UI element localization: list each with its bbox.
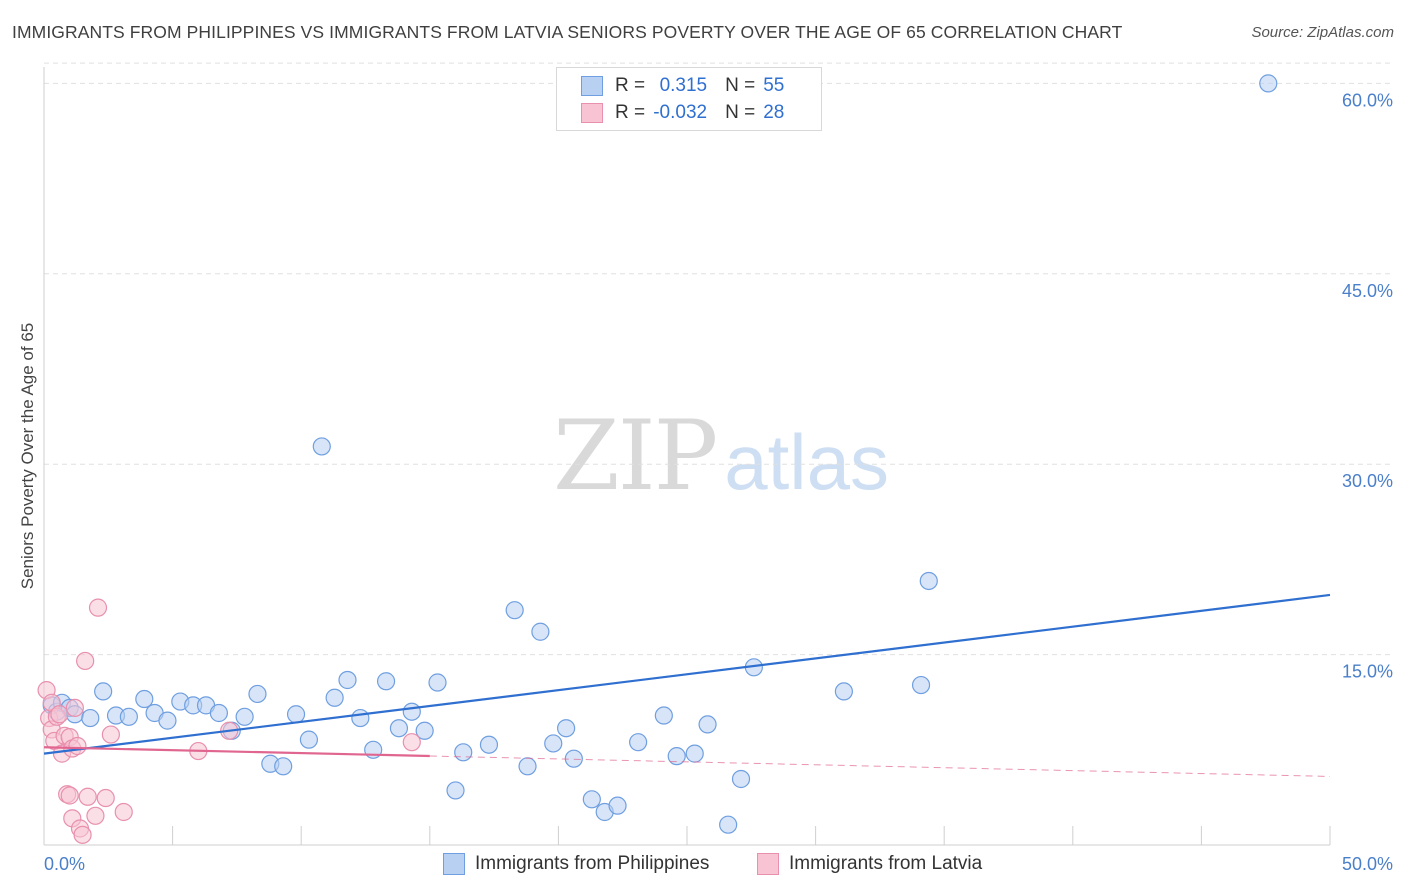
philippines-point (299, 730, 319, 749)
philippines-point (428, 673, 447, 692)
philippines-point (582, 790, 601, 809)
philippines-point (325, 688, 344, 707)
latvia-trend-line (43, 746, 430, 758)
philippines-point (518, 757, 537, 776)
latvia-trend-extension (429, 755, 1331, 777)
latvia-point (60, 786, 79, 805)
philippines-point (731, 769, 751, 789)
philippines-point (81, 708, 100, 728)
latvia-point (76, 651, 95, 671)
philippines-point (685, 744, 704, 763)
philippines-point (531, 622, 550, 641)
philippines-swatch (443, 853, 465, 875)
philippines-point (454, 743, 473, 762)
latvia-point (101, 725, 120, 744)
legend-label-philippines: Immigrants from Philippines (475, 853, 710, 874)
legend-row-philippines: R = 0.315 N = 55 (581, 74, 784, 98)
philippines-swatch (581, 76, 603, 96)
philippines-point (389, 719, 409, 738)
latvia-point (78, 787, 97, 806)
n-value: 55 (763, 75, 785, 96)
x-tick-label: 50.0% (1342, 854, 1393, 874)
philippines-point (248, 684, 267, 704)
latvia-swatch (757, 853, 779, 875)
philippines-point (286, 705, 306, 724)
philippines-trend-line (43, 593, 1331, 755)
x-tick-label: 0.0% (44, 854, 85, 874)
philippines-point (402, 702, 421, 721)
philippines-point (911, 675, 931, 695)
stats-legend: R = 0.315 N = 55 R = -0.032 N = 28 (556, 67, 822, 131)
philippines-point (209, 703, 228, 723)
n-label: N = (725, 75, 756, 96)
latvia-point (65, 698, 84, 718)
y-tick-label: 30.0% (1342, 471, 1393, 491)
r-value: -0.032 (653, 102, 708, 123)
philippines-point (376, 672, 396, 691)
philippines-point (119, 707, 138, 726)
philippines-point (235, 707, 254, 726)
n-label: N = (725, 102, 756, 123)
latvia-point (114, 802, 133, 822)
philippines-point (312, 437, 331, 456)
legend-item-latvia[interactable]: Immigrants from Latvia (757, 851, 982, 877)
y-tick-label: 15.0% (1342, 662, 1393, 682)
philippines-point (479, 735, 499, 754)
philippines-point (158, 711, 177, 730)
watermark-atlas: atlas (724, 418, 889, 506)
philippines-point (667, 747, 686, 766)
philippines-point (351, 708, 370, 728)
philippines-point (544, 734, 563, 753)
latvia-swatch (581, 103, 603, 123)
legend-item-philippines[interactable]: Immigrants from Philippines (443, 851, 709, 877)
y-tick-label: 45.0% (1342, 281, 1393, 301)
latvia-point (402, 733, 421, 752)
philippines-point (274, 757, 293, 776)
philippines-point (1259, 74, 1278, 93)
r-label: R = (615, 102, 646, 123)
philippines-point (919, 571, 938, 591)
legend-row-latvia: R = -0.032 N = 28 (581, 101, 784, 125)
philippines-point (834, 682, 853, 701)
philippines-point (719, 815, 738, 834)
legend-label-latvia: Immigrants from Latvia (789, 853, 983, 874)
philippines-point (654, 706, 673, 725)
philippines-point (338, 670, 357, 690)
chart-title: IMMIGRANTS FROM PHILIPPINES VS IMMIGRANT… (12, 22, 1123, 42)
philippines-point (557, 719, 576, 738)
philippines-point (629, 733, 648, 752)
latvia-point (50, 705, 69, 724)
latvia-point (86, 806, 105, 825)
source-label[interactable]: Source: ZipAtlas.com (1251, 24, 1394, 41)
philippines-point (505, 601, 524, 620)
philippines-point (135, 689, 154, 709)
r-value: 0.315 (659, 75, 708, 96)
philippines-point (415, 721, 434, 740)
watermark-zip: ZIP (553, 400, 718, 512)
philippines-point (94, 682, 113, 701)
latvia-point (96, 788, 115, 808)
philippines-point (698, 715, 717, 734)
watermark: ZIP atlas (553, 400, 889, 512)
philippines-point (608, 796, 627, 815)
philippines-point (446, 781, 465, 800)
n-value: 28 (763, 102, 785, 123)
latvia-point (68, 736, 87, 756)
r-label: R = (615, 75, 646, 96)
y-tick-label: 60.0% (1342, 90, 1393, 110)
latvia-point (88, 598, 108, 617)
latvia-point (73, 825, 92, 844)
